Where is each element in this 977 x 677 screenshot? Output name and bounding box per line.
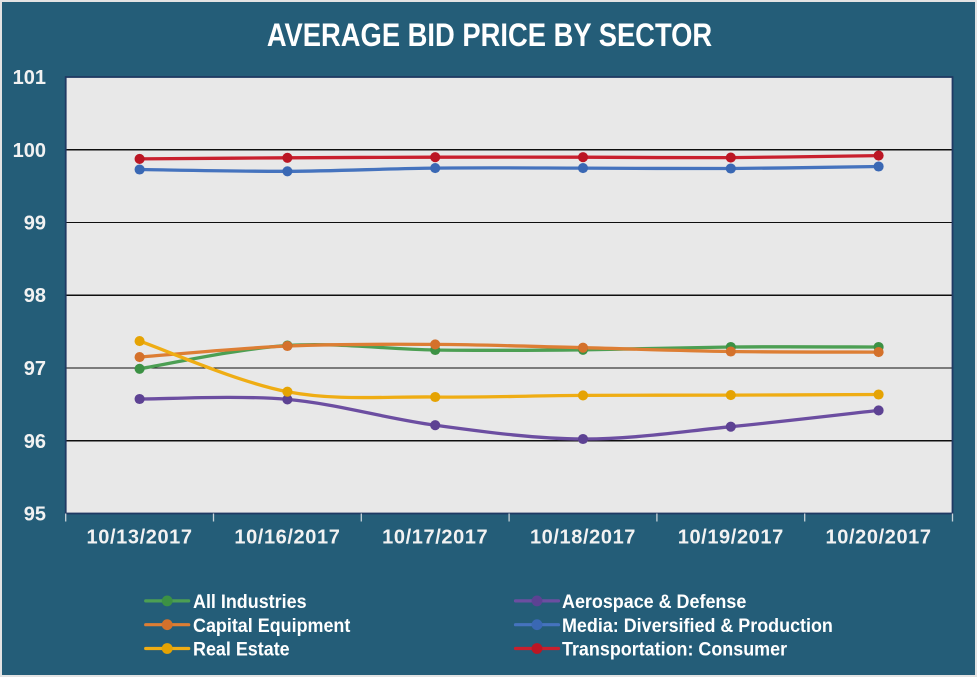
- svg-text:10/20/2017: 10/20/2017: [826, 527, 932, 549]
- svg-text:10/18/2017: 10/18/2017: [530, 527, 636, 549]
- svg-text:10/16/2017: 10/16/2017: [234, 527, 340, 549]
- svg-text:All Industries: All Industries: [193, 590, 307, 612]
- svg-text:96: 96: [24, 431, 46, 453]
- svg-text:Capital Equipment: Capital Equipment: [193, 614, 350, 636]
- svg-text:10/13/2017: 10/13/2017: [87, 527, 193, 549]
- svg-text:AVERAGE BID PRICE BY SECTOR: AVERAGE BID PRICE BY SECTOR: [267, 18, 712, 53]
- svg-text:Media: Diversified & Productio: Media: Diversified & Production: [562, 614, 833, 636]
- svg-text:Aerospace & Defense: Aerospace & Defense: [562, 590, 746, 612]
- svg-text:97: 97: [24, 358, 46, 380]
- svg-text:101: 101: [13, 67, 46, 89]
- svg-text:10/19/2017: 10/19/2017: [678, 527, 784, 549]
- svg-text:95: 95: [24, 504, 46, 526]
- svg-text:10/17/2017: 10/17/2017: [382, 527, 488, 549]
- svg-text:Real Estate: Real Estate: [193, 638, 290, 660]
- svg-text:98: 98: [24, 285, 46, 307]
- svg-text:Transportation: Consumer: Transportation: Consumer: [562, 638, 787, 660]
- svg-text:100: 100: [13, 140, 46, 162]
- svg-text:99: 99: [24, 213, 46, 235]
